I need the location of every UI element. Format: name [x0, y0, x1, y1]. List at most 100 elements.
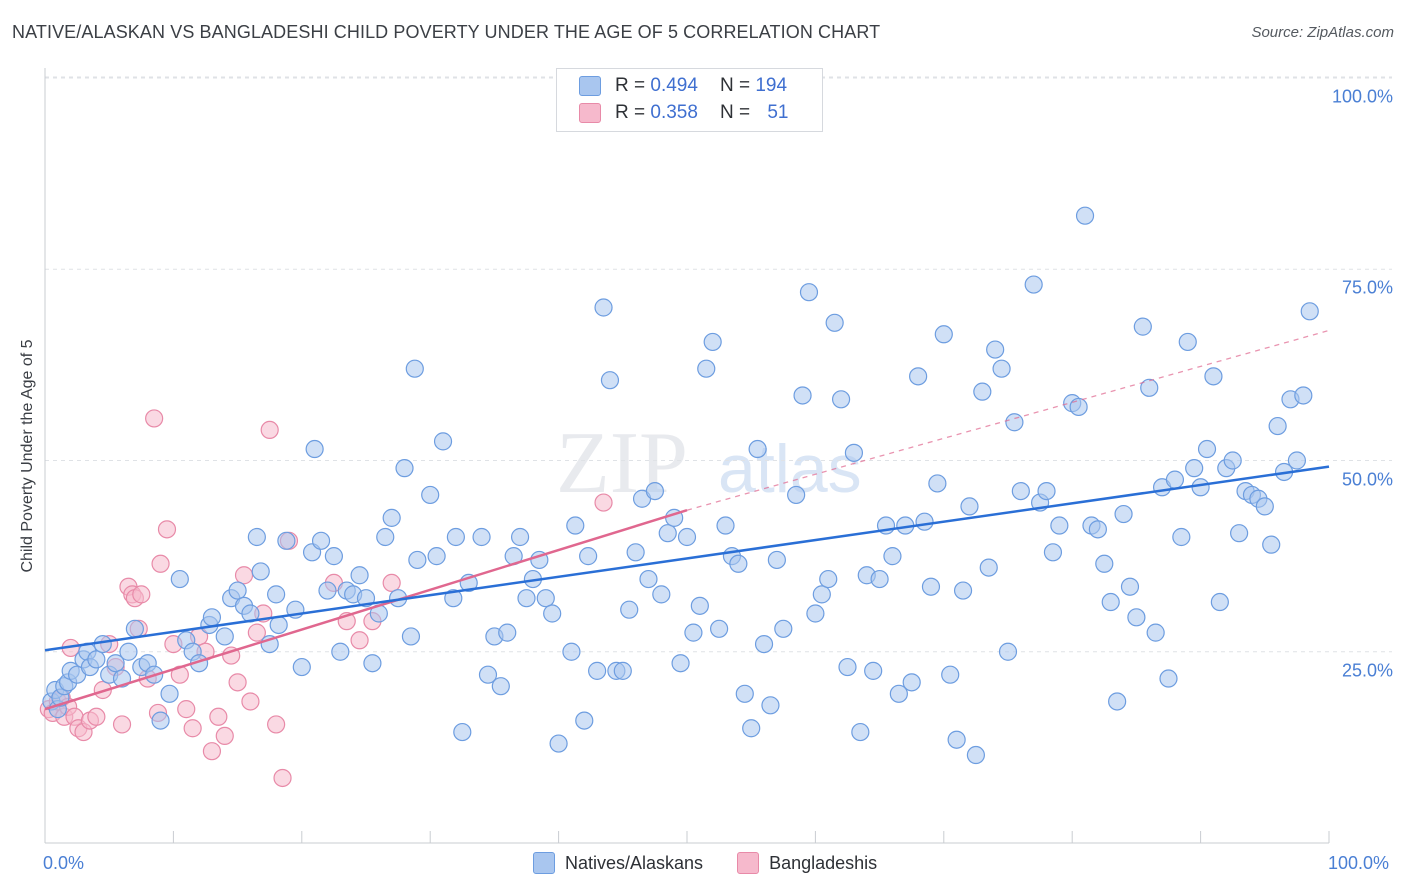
native-point: [1146, 623, 1165, 642]
native-point: [549, 734, 568, 753]
bangladeshi-point: [228, 673, 247, 692]
legend-n-label: N =: [719, 75, 751, 96]
bottom-legend-label: Bangladeshis: [769, 852, 878, 873]
native-point: [588, 661, 607, 680]
bangladeshi-point: [382, 573, 401, 593]
native-point: [1088, 520, 1107, 539]
native-points: [42, 206, 1319, 765]
native-point: [151, 711, 170, 730]
bangladeshi-point: [145, 409, 164, 428]
native-point: [652, 585, 671, 604]
native-point: [311, 531, 331, 550]
legend: R = 0.494 N = 194 R = 0.358 N = 51: [556, 68, 823, 132]
bottom-legend-swatch-pink: [737, 852, 760, 874]
x-tick-min: 0.0%: [43, 853, 85, 873]
native-point: [1191, 478, 1210, 497]
native-point: [93, 634, 112, 654]
native-point: [331, 642, 350, 661]
native-point: [709, 619, 729, 638]
native-point: [947, 730, 966, 749]
native-point: [992, 359, 1011, 378]
native-point: [305, 439, 324, 459]
native-point: [247, 527, 266, 547]
native-point: [1165, 470, 1185, 489]
native-point: [350, 566, 369, 585]
native-point: [517, 589, 536, 608]
native-point: [620, 600, 639, 619]
native-point: [934, 325, 953, 344]
x-tick-max: 100.0%: [1328, 853, 1390, 873]
native-point: [1185, 459, 1204, 478]
native-point: [408, 550, 427, 570]
native-point: [421, 485, 440, 505]
native-point: [119, 642, 138, 661]
native-point: [639, 569, 658, 589]
native-point: [376, 527, 395, 547]
bangladeshi-point: [112, 715, 132, 734]
native-point: [215, 627, 234, 646]
native-point: [1095, 554, 1114, 573]
native-point: [831, 390, 851, 409]
native-point: [1230, 524, 1249, 543]
native-point: [1159, 669, 1178, 688]
bottom-legend: Natives/Alaskans Bangladeshis: [533, 852, 911, 874]
native-point: [228, 581, 247, 600]
native-point: [170, 569, 189, 589]
native-point: [363, 654, 382, 673]
native-point: [427, 547, 446, 566]
bangladeshi-point: [177, 700, 196, 719]
native-point: [251, 562, 270, 581]
native-point: [1108, 692, 1127, 711]
native-point: [986, 340, 1005, 359]
native-point: [1268, 416, 1287, 436]
legend-n-value: 194: [755, 75, 788, 96]
native-point: [838, 657, 857, 677]
native-point: [825, 313, 844, 332]
native-point: [543, 604, 562, 623]
y-tick-label: 25.0%: [1341, 660, 1393, 681]
native-point: [677, 527, 697, 547]
native-point: [735, 684, 754, 703]
native-point: [793, 386, 812, 405]
legend-r-value: 0.358: [650, 102, 698, 123]
native-point: [1069, 397, 1088, 417]
native-point: [566, 516, 585, 535]
native-point: [579, 547, 598, 566]
native-point: [819, 569, 838, 589]
native-point: [125, 619, 144, 638]
bangladeshi-point: [241, 692, 260, 711]
native-point: [851, 722, 870, 742]
native-point: [87, 650, 106, 669]
native-point: [382, 508, 401, 527]
bangladeshi-point: [87, 707, 106, 726]
trend-lines: [44, 329, 1330, 711]
bangladeshi-point: [132, 585, 151, 604]
bangladeshi-point: [209, 707, 228, 726]
native-point: [889, 684, 908, 703]
grid-lines: [45, 76, 1392, 653]
bottom-legend-label: Natives/Alaskans: [565, 852, 704, 873]
legend-swatch-pink: [579, 103, 601, 123]
native-point: [626, 543, 645, 562]
native-point: [844, 443, 864, 462]
native-point: [446, 527, 465, 547]
native-point: [1300, 302, 1319, 321]
native-point: [742, 719, 761, 738]
native-point: [690, 596, 709, 615]
native-point: [1287, 451, 1307, 470]
native-point: [491, 677, 510, 696]
y-tick-label: 50.0%: [1341, 469, 1393, 489]
legend-r-label: R =: [615, 75, 646, 96]
native-point: [292, 657, 311, 677]
native-point: [1197, 439, 1217, 459]
native-point: [1005, 413, 1024, 432]
native-point: [1133, 317, 1152, 336]
native-point: [973, 382, 992, 401]
native-point: [915, 512, 934, 531]
native-point: [902, 673, 921, 692]
y-tick-label: 100.0%: [1331, 86, 1393, 107]
native-point: [405, 359, 424, 378]
native-point: [536, 589, 555, 608]
native-point: [160, 684, 179, 703]
